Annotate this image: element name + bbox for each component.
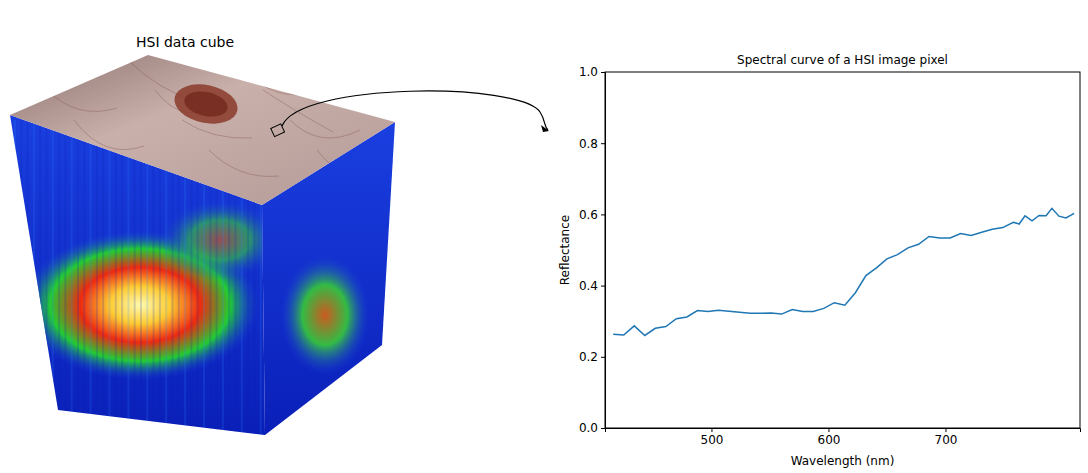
tick: 0.2 bbox=[579, 350, 605, 364]
tick: 700 bbox=[935, 428, 958, 447]
skin-vein bbox=[101, 150, 171, 184]
plot-area bbox=[613, 208, 1074, 335]
tick-mark bbox=[601, 286, 605, 287]
heat-streak bbox=[134, 120, 136, 440]
skin-vein bbox=[74, 120, 144, 150]
heat-streak bbox=[58, 120, 60, 440]
y-axis: 0.0 0.2 0.4 0.6 0.8 1.0 bbox=[579, 65, 606, 435]
heat-streak bbox=[121, 120, 123, 440]
heat-streak bbox=[127, 120, 129, 440]
spectral-line bbox=[613, 208, 1074, 335]
pixel-arrow bbox=[282, 91, 548, 130]
tick-mark bbox=[601, 143, 605, 144]
hsi-cube bbox=[10, 55, 441, 440]
heat-streak bbox=[146, 120, 148, 440]
heat-streak bbox=[77, 120, 79, 440]
tick-mark bbox=[711, 428, 712, 432]
tick-label: 600 bbox=[818, 433, 841, 447]
cube-top-texture bbox=[20, 60, 441, 184]
skin-vein bbox=[47, 90, 117, 111]
tick: 0.0 bbox=[579, 421, 605, 435]
y-axis-title: Reflectance bbox=[558, 215, 572, 285]
heat-streak bbox=[33, 120, 35, 440]
heat-streak bbox=[109, 120, 111, 440]
tick-mark bbox=[945, 428, 946, 432]
skin-vein bbox=[344, 60, 414, 86]
heat-streak bbox=[140, 120, 142, 440]
skin-lesion bbox=[171, 79, 242, 129]
plot-frame bbox=[605, 72, 1080, 428]
skin-vein bbox=[20, 60, 90, 73]
tick-label: 0.4 bbox=[579, 279, 598, 293]
tick-label: 700 bbox=[935, 433, 958, 447]
heat-streak bbox=[71, 120, 73, 440]
heat-streak bbox=[14, 120, 16, 440]
tick: 1.0 bbox=[579, 65, 605, 79]
cube-right-heat bbox=[280, 255, 370, 375]
tick: 0.8 bbox=[579, 137, 605, 151]
heat-streak bbox=[39, 120, 41, 440]
tick-label: 0.0 bbox=[579, 421, 598, 435]
heat-streak bbox=[115, 120, 117, 440]
x-axis-title: Wavelength (nm) bbox=[791, 454, 895, 468]
x-axis: 500 600 700 bbox=[606, 428, 1081, 447]
tick: 0.6 bbox=[579, 208, 605, 222]
tick-label: 1.0 bbox=[579, 65, 598, 79]
tick: 600 bbox=[818, 428, 841, 447]
skin-vein bbox=[290, 120, 360, 138]
tick-mark bbox=[601, 72, 605, 73]
tick-mark bbox=[601, 214, 605, 215]
cube-title: HSI data cube bbox=[136, 34, 234, 50]
skin-vein bbox=[371, 90, 441, 124]
pixel-arrow-head bbox=[541, 125, 549, 132]
tick-mark bbox=[601, 428, 605, 429]
skin-vein bbox=[209, 150, 279, 176]
tick: 500 bbox=[701, 428, 724, 447]
heat-streak bbox=[83, 120, 85, 440]
chart-title: Spectral curve of a HSI image pixel bbox=[737, 53, 948, 67]
tick-label: 0.8 bbox=[579, 137, 598, 151]
heat-streak bbox=[96, 120, 98, 440]
x-axis-line bbox=[606, 429, 1081, 433]
skin-vein bbox=[236, 60, 306, 95]
tick-label: 0.6 bbox=[579, 208, 598, 222]
tick-mark bbox=[601, 357, 605, 358]
heat-blob bbox=[280, 255, 370, 375]
skin-lesion-core bbox=[182, 88, 230, 121]
chart: 500 600 700 0.0 0.2 0.4 0.6 0.8 1.0 Spectral curv… bbox=[558, 53, 1081, 468]
tick-label: 500 bbox=[701, 433, 724, 447]
heat-streak bbox=[20, 120, 22, 440]
heat-streak bbox=[52, 120, 54, 440]
y-axis-line bbox=[601, 73, 606, 429]
heat-streak bbox=[64, 120, 66, 440]
heat-streak bbox=[102, 120, 104, 440]
tick: 0.4 bbox=[579, 279, 605, 293]
heat-streak bbox=[46, 120, 48, 440]
heat-streak bbox=[27, 120, 29, 440]
heat-streak bbox=[153, 120, 155, 440]
tick-mark bbox=[828, 428, 829, 432]
cube-top-face bbox=[10, 55, 395, 205]
skin-vein bbox=[317, 150, 387, 176]
tick-label: 0.2 bbox=[579, 350, 598, 364]
heat-streak bbox=[90, 120, 92, 440]
